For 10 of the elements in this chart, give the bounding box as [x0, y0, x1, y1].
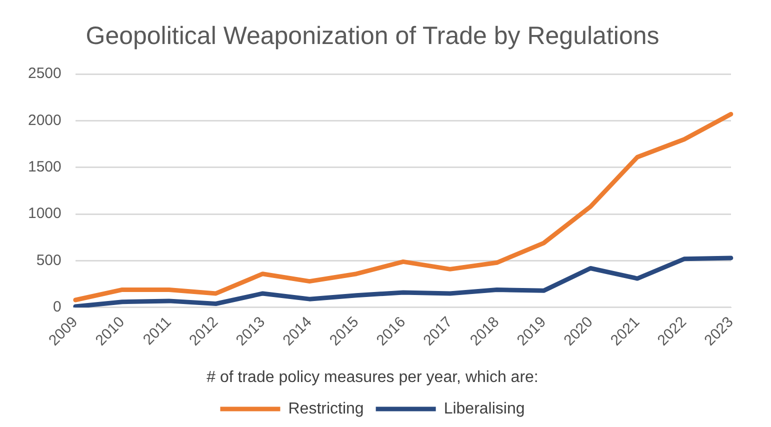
y-tick-label: 2000 — [28, 112, 62, 129]
chart-title: Geopolitical Weaponization of Trade by Regulations — [86, 22, 660, 50]
y-tick-label: 1500 — [28, 158, 62, 176]
legend-title: # of trade policy measures per year, which are: — [206, 369, 538, 386]
legend-label: Restricting — [288, 400, 364, 418]
y-tick-label: 0 — [53, 298, 62, 316]
legend-label: Liberalising — [444, 400, 525, 418]
y-tick-label: 1000 — [28, 205, 62, 222]
y-tick-label: 2500 — [28, 65, 62, 82]
y-tick-label: 500 — [36, 252, 62, 269]
